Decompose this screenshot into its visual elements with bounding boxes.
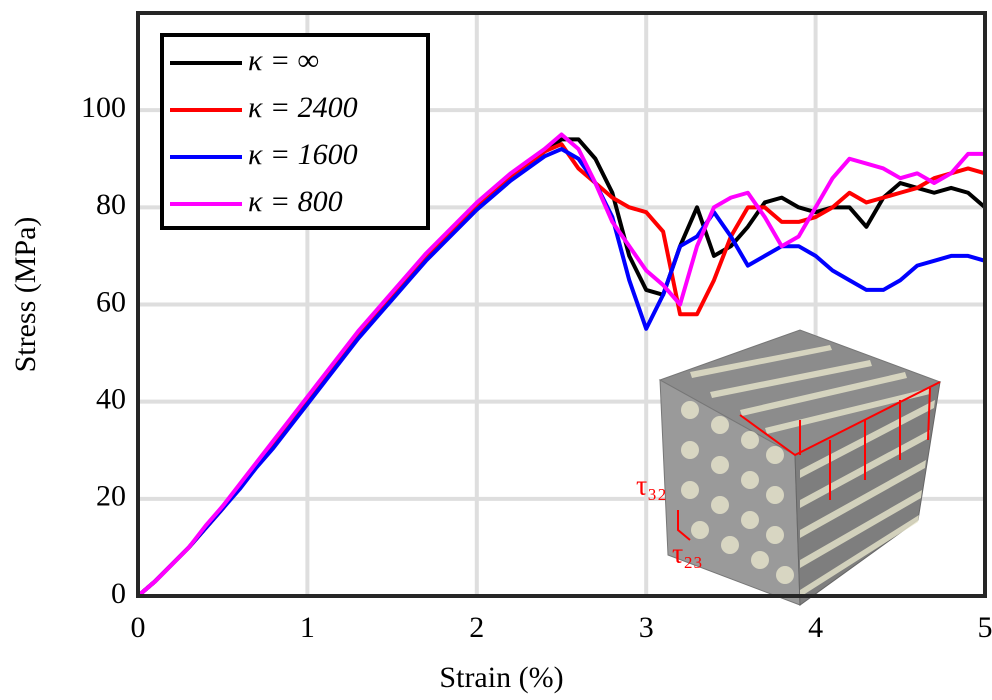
y-tick-label: 40	[96, 383, 126, 416]
y-tick-label: 60	[96, 285, 126, 318]
x-tick-label: 2	[469, 611, 484, 644]
axes-frame	[136, 11, 987, 598]
inset-cube: τ₃₂ τ₂₃	[636, 329, 942, 606]
y-tick-label: 80	[96, 188, 126, 221]
cube-texture	[681, 345, 935, 597]
series-line	[136, 132, 985, 598]
y-tick-label: 0	[111, 577, 126, 610]
legend-label: κ = 2400	[248, 91, 358, 124]
y-axis-label: Stress (MPa)	[9, 217, 42, 373]
annotation: τ₃₂	[636, 470, 667, 501]
legend-label: κ = 800	[248, 185, 343, 218]
series-line	[136, 147, 986, 598]
annotation: τ₂₃	[672, 538, 703, 569]
x-tick-label: 0	[131, 611, 146, 644]
labels: 0 20 40 60 80 100 0 1 2 3 4 5 Strain (%) Stress (MPa)	[9, 91, 992, 694]
legend-label: κ = ∞	[248, 44, 319, 77]
cube-red-lines	[677, 381, 941, 541]
x-tick-label: 5	[978, 611, 992, 644]
y-tick-label: 100	[81, 91, 126, 124]
x-tick-label: 4	[808, 611, 823, 644]
x-tick-label: 1	[300, 611, 315, 644]
plot-area	[136, 132, 987, 598]
x-tick-label: 3	[639, 611, 654, 644]
legend-box	[160, 33, 430, 230]
y-tick-label: 20	[96, 480, 126, 513]
x-axis-label: Strain (%)	[439, 661, 563, 694]
legend-label: κ = 1600	[248, 138, 358, 171]
legend: κ = ∞ κ = 2400 κ = 1600 κ = 800	[160, 33, 430, 230]
